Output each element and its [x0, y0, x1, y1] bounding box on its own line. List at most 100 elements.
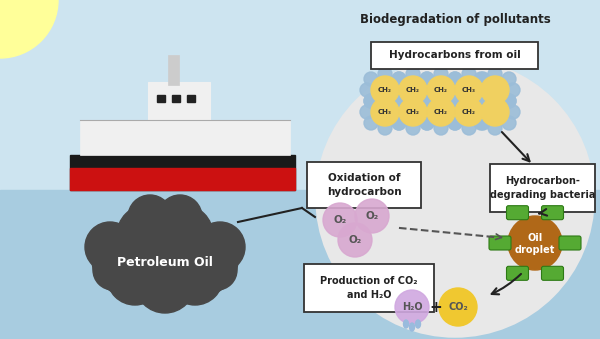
Circle shape: [439, 288, 477, 326]
Circle shape: [488, 99, 502, 113]
Circle shape: [448, 72, 462, 86]
Circle shape: [476, 72, 490, 86]
Ellipse shape: [415, 320, 421, 328]
Circle shape: [476, 116, 490, 130]
Bar: [168, 55, 179, 85]
Circle shape: [355, 199, 389, 233]
Circle shape: [392, 94, 406, 108]
Circle shape: [392, 72, 406, 86]
Circle shape: [420, 94, 434, 108]
Circle shape: [420, 94, 434, 108]
Circle shape: [364, 94, 378, 108]
Circle shape: [470, 83, 484, 97]
Circle shape: [406, 99, 420, 113]
Text: droplet: droplet: [515, 245, 555, 255]
Circle shape: [476, 94, 490, 108]
Circle shape: [378, 67, 392, 81]
Circle shape: [153, 205, 213, 265]
Circle shape: [388, 105, 402, 119]
Circle shape: [455, 76, 483, 104]
Circle shape: [427, 98, 455, 126]
Circle shape: [195, 222, 245, 272]
Circle shape: [448, 116, 462, 130]
Circle shape: [420, 116, 434, 130]
Circle shape: [197, 250, 237, 290]
Circle shape: [167, 249, 223, 305]
Text: Hydrocarbons from oil: Hydrocarbons from oil: [389, 51, 520, 60]
Text: Oxidation of: Oxidation of: [328, 173, 400, 183]
Circle shape: [378, 121, 392, 135]
Circle shape: [92, 225, 162, 295]
Circle shape: [448, 72, 462, 86]
Text: H₂O: H₂O: [401, 302, 422, 312]
Circle shape: [444, 105, 458, 119]
Circle shape: [117, 205, 177, 265]
FancyBboxPatch shape: [490, 164, 595, 212]
Circle shape: [396, 83, 410, 97]
Circle shape: [317, 60, 593, 336]
Circle shape: [371, 76, 399, 104]
Circle shape: [158, 195, 202, 239]
Circle shape: [85, 222, 135, 272]
Circle shape: [448, 116, 462, 130]
Bar: [157, 95, 165, 102]
Circle shape: [481, 76, 509, 104]
Circle shape: [392, 116, 406, 130]
Circle shape: [168, 225, 238, 295]
Circle shape: [448, 94, 462, 108]
FancyBboxPatch shape: [304, 264, 434, 312]
Polygon shape: [80, 120, 290, 155]
Circle shape: [488, 67, 502, 81]
Circle shape: [502, 94, 516, 108]
Bar: [172, 95, 180, 102]
Circle shape: [396, 105, 410, 119]
Text: CH₂: CH₂: [406, 87, 420, 93]
Circle shape: [107, 249, 163, 305]
Circle shape: [502, 94, 516, 108]
Circle shape: [93, 250, 133, 290]
Circle shape: [123, 213, 207, 297]
Circle shape: [416, 105, 430, 119]
Circle shape: [462, 89, 476, 103]
Circle shape: [406, 67, 420, 81]
Circle shape: [323, 203, 357, 237]
Circle shape: [420, 72, 434, 86]
Circle shape: [488, 121, 502, 135]
Circle shape: [406, 89, 420, 103]
Circle shape: [416, 83, 430, 97]
Circle shape: [378, 99, 392, 113]
Circle shape: [452, 105, 466, 119]
Circle shape: [508, 216, 562, 270]
Circle shape: [420, 94, 434, 108]
FancyBboxPatch shape: [506, 206, 529, 220]
Circle shape: [470, 105, 484, 119]
Circle shape: [392, 116, 406, 130]
Text: CH₂: CH₂: [434, 109, 448, 115]
Text: degrading bacteria: degrading bacteria: [490, 190, 595, 200]
Circle shape: [462, 121, 476, 135]
Circle shape: [448, 94, 462, 108]
Circle shape: [474, 94, 488, 108]
Text: CH₂: CH₂: [378, 87, 392, 93]
Circle shape: [338, 223, 372, 257]
Circle shape: [452, 83, 466, 97]
Circle shape: [476, 94, 490, 108]
Text: O₂: O₂: [365, 211, 379, 221]
FancyBboxPatch shape: [307, 162, 421, 208]
Circle shape: [371, 98, 399, 126]
Text: CH₂: CH₂: [406, 109, 420, 115]
Circle shape: [364, 94, 378, 108]
Circle shape: [392, 94, 406, 108]
Bar: [0, 190, 600, 339]
Text: Hydrocarbon-: Hydrocarbon-: [505, 176, 580, 186]
Circle shape: [360, 105, 374, 119]
Circle shape: [364, 116, 378, 130]
Text: Biodegradation of pollutants: Biodegradation of pollutants: [359, 14, 550, 26]
FancyBboxPatch shape: [542, 266, 563, 280]
Text: CH₃: CH₃: [378, 109, 392, 115]
Text: Petroleum Oil: Petroleum Oil: [117, 257, 213, 270]
Circle shape: [474, 94, 488, 108]
Bar: [187, 95, 195, 102]
Circle shape: [502, 72, 516, 86]
Circle shape: [364, 72, 378, 86]
